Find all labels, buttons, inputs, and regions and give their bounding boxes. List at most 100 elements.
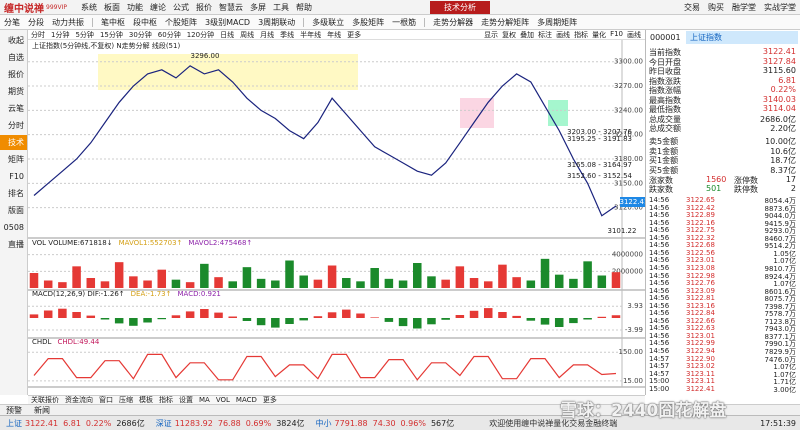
menu-item[interactable]: 板面 [103,2,120,12]
bar [611,272,621,288]
sidebar-item[interactable]: 排名 [8,189,24,198]
period-tab[interactable]: 15分钟 [99,30,123,39]
alert-tab[interactable]: 新闻 [34,405,50,415]
menu-item[interactable]: 缠论 [149,2,166,12]
period-tab[interactable]: 周线 [240,30,255,39]
period-tab[interactable]: 日线 [220,30,235,39]
bar [327,312,337,318]
bottom-tab[interactable]: 关联报价 [31,396,59,404]
period-tab[interactable]: 更多 [347,30,362,39]
tool-button[interactable]: 笔中枢 [101,17,125,27]
sidebar-item[interactable]: 报价 [8,70,24,79]
period-tab[interactable]: 月线 [260,30,275,39]
bar [384,318,394,322]
bottom-tab[interactable]: 窗口 [99,396,113,404]
chart-tool[interactable]: 叠加 [520,31,535,39]
bottom-tab[interactable]: VOL [215,396,230,404]
stock-name: 上证指数 [686,31,798,44]
tick-cell: 3122.66 [686,316,715,325]
bottom-tab[interactable]: 资金流向 [65,396,93,404]
tick-cell: 3122.42 [686,203,715,212]
period-tab[interactable]: 年线 [327,30,342,39]
menu-item[interactable]: 功能 [126,2,143,12]
tool-button[interactable]: 个股矩阵 [165,17,197,27]
bottom-tab[interactable]: 指标 [159,396,173,404]
clock: 17:51:39 [760,418,796,428]
sidebar-item[interactable]: F10 [9,172,24,181]
menu-item[interactable]: 报价 [195,2,212,12]
tool-button[interactable]: 走势分解器 [433,17,474,27]
period-tab[interactable]: 120分钟 [186,30,215,39]
tool-button[interactable]: 动力共振 [52,17,84,27]
separator [424,17,426,27]
tool-button[interactable]: 3周期联动 [258,17,296,27]
chart-tool[interactable]: 复权 [502,31,517,39]
menu-item[interactable]: 智慧云 [218,2,243,12]
period-tab[interactable]: 30分钟 [128,30,152,39]
tool-button[interactable]: 走势分解矩阵 [481,17,530,27]
bar [72,266,81,288]
bottom-tab[interactable]: 压缩 [119,396,133,404]
price-tag-bg [620,197,645,207]
sidebar-item[interactable]: 技术 [0,135,27,150]
tool-button[interactable]: 多级联立 [312,17,345,27]
menu-item[interactable]: 系统 [80,2,97,12]
bar [228,316,237,318]
menu-item[interactable]: 工具 [272,2,289,12]
chart-tool[interactable]: 显示 [484,31,499,39]
period-tab[interactable]: 分时 [31,30,45,39]
y-tick-label: 150.00 [619,348,644,356]
chart-tool[interactable]: F10 [610,30,623,38]
sidebar-item[interactable]: 直播 [8,240,24,249]
tick-cell: 3123.01 [686,331,715,340]
bar [398,280,408,288]
sidebar-item[interactable]: 分时 [8,121,24,130]
tool-button[interactable]: 3级别MACD [205,17,251,27]
bottom-tab[interactable]: 模板 [139,396,153,404]
tool-button[interactable]: 分笔 [4,17,20,27]
stock-code: 000001 [650,33,681,42]
tool-button[interactable]: 分段 [28,17,44,27]
period-tab[interactable]: 半年线 [300,30,322,39]
tick-cell: 8601.6万 [764,287,797,296]
sidebar-item[interactable]: 期货 [8,87,24,96]
tick-cell: 14:56 [649,316,670,325]
index-value: 0.22% [85,418,112,428]
bottom-tab[interactable]: 设置 [179,396,193,404]
sidebar-item[interactable]: 矩阵 [8,155,24,164]
sidebar-item[interactable]: 收起 [8,36,24,45]
period-tab[interactable]: 5分钟 [75,30,94,39]
sidebar-item[interactable]: 云笔 [8,104,24,113]
bottom-tab[interactable]: MA [199,396,210,404]
tick-cell: 14:56 [649,331,670,340]
tool-button[interactable]: 多股矩阵 [352,17,385,27]
chart-tool[interactable]: 量化 [592,31,607,39]
link[interactable]: 交易 [684,3,700,12]
alert-tab[interactable]: 预警 [6,405,22,415]
info-label: 最高指数 [649,95,681,105]
menu-item[interactable]: 多屏 [249,2,266,12]
link[interactable]: 购买 [708,3,724,12]
period-tab[interactable]: 季线 [280,30,295,39]
tool-button[interactable]: 段中枢 [133,17,157,27]
period-tab[interactable]: 60分钟 [157,30,181,39]
y-tick-label: 3270.00 [614,82,643,90]
menu-item[interactable]: 帮助 [295,2,312,12]
period-tab[interactable]: 1分钟 [51,30,70,39]
bottom-tab[interactable]: MACD [235,396,257,404]
tick-cell: 14:57 [649,369,670,378]
chart-tool[interactable]: 指标 [574,31,589,39]
tick-cell: 3123.09 [686,286,715,295]
tool-button[interactable]: 多周期矩阵 [537,17,578,27]
sidebar-item[interactable]: 自选 [8,53,24,62]
link[interactable]: 融学堂 [732,3,756,12]
sidebar-item[interactable]: 0508 [3,223,24,232]
chart-tool[interactable]: 画线 [627,31,641,39]
link[interactable]: 实战学堂 [764,3,796,12]
chart-tool[interactable]: 画线 [556,31,571,39]
sidebar-item[interactable]: 版面 [8,206,24,215]
tool-button[interactable]: 一根筋 [392,17,417,27]
chart-tool[interactable]: 标注 [538,31,553,39]
bottom-tab[interactable]: 更多 [262,396,277,404]
menu-item[interactable]: 公式 [172,2,189,12]
